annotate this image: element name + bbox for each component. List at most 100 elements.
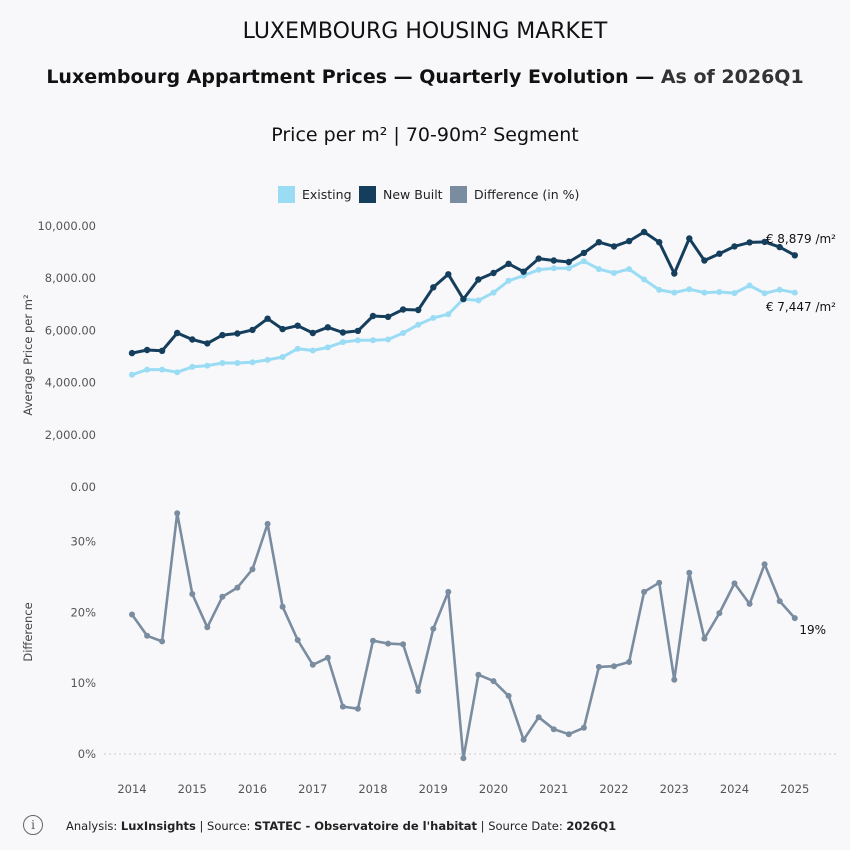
data-point-new-built [716, 250, 723, 257]
chart-title-main: Luxembourg Appartment Prices — Quarterly… [46, 66, 661, 88]
data-point-difference [400, 641, 407, 648]
data-point-new-built [565, 258, 572, 266]
data-point-new-built [234, 330, 241, 337]
legend: Existing New Built Difference (in %) [278, 186, 579, 203]
data-point-new-built [671, 270, 678, 277]
footer-source-prefix: | Source: [195, 819, 255, 833]
chart-subtitle: Price per m² | 70-90m² Segment [271, 124, 578, 146]
data-point-new-built [520, 268, 527, 275]
x-tick-label: 2025 [780, 782, 809, 796]
data-point-difference [234, 584, 241, 591]
data-point-existing [204, 362, 211, 369]
data-point-new-built [761, 238, 768, 246]
bottom-y-axis: 30% 20% 10% 0% [70, 535, 836, 761]
data-point-existing [174, 369, 181, 376]
x-tick-label: 2022 [599, 782, 628, 796]
data-point-difference [641, 588, 648, 595]
data-point-existing [686, 286, 693, 293]
data-point-difference [701, 635, 708, 642]
end-label-new-built: € 8,879 /m² [766, 232, 836, 246]
bottom-y-tick-label: 20% [70, 605, 96, 619]
data-point-difference [520, 736, 527, 743]
data-point-difference [626, 659, 633, 665]
data-point-new-built [475, 276, 482, 283]
series-line-difference [130, 511, 796, 760]
data-point-existing [430, 314, 437, 321]
top-y-tick-label: 2,000.00 [45, 428, 96, 442]
data-point-existing [550, 265, 557, 272]
data-point-difference [445, 588, 452, 595]
data-point-difference [339, 703, 346, 710]
data-point-new-built [324, 324, 331, 331]
footer: i Analysis: LuxInsights | Source: STATEC… [0, 812, 850, 838]
data-point-existing [370, 337, 376, 344]
x-tick-label: 2021 [539, 782, 568, 796]
data-point-new-built [746, 239, 753, 246]
data-point-difference [460, 755, 467, 762]
data-point-new-built [791, 252, 798, 259]
data-point-existing [279, 354, 286, 360]
top-y-tick-label: 0.00 [70, 480, 96, 494]
data-point-existing [505, 277, 512, 284]
data-point-new-built [686, 235, 693, 242]
data-point-existing [249, 359, 256, 366]
chart-title: Luxembourg Appartment Prices — Quarterly… [46, 66, 803, 88]
data-point-difference [746, 600, 753, 607]
data-point-new-built [204, 340, 211, 347]
data-point-existing [324, 344, 331, 351]
chart-title-suffix: As of 2026Q1 [661, 66, 804, 88]
x-tick-label: 2018 [358, 782, 387, 796]
data-point-new-built [158, 347, 166, 354]
data-point-existing [219, 360, 226, 366]
data-point-new-built [505, 260, 512, 267]
x-tick-label: 2020 [479, 782, 508, 796]
data-point-difference [490, 678, 497, 685]
data-point-existing [611, 270, 617, 276]
end-label-difference: 19% [799, 623, 826, 637]
data-point-existing [129, 371, 135, 378]
data-point-difference [189, 591, 196, 597]
data-point-new-built [610, 243, 618, 250]
data-point-new-built [535, 255, 542, 262]
x-tick-label: 2016 [238, 782, 267, 796]
supertitle: LUXEMBOURG HOUSING MARKET [243, 19, 608, 44]
y-axis-label-difference: Difference [21, 602, 35, 661]
info-icon[interactable]: i [23, 815, 43, 835]
data-point-difference [761, 561, 768, 568]
x-axis: 2014 2015 2016 2017 2018 2019 2020 2021 2022 2023… [117, 782, 809, 796]
data-point-new-built [264, 315, 271, 322]
data-point-existing [731, 290, 738, 297]
series-new-built [128, 228, 798, 357]
data-point-new-built [143, 346, 151, 354]
top-y-axis: 10,000.00 8,000.00 6,000.00 4,000.00 2,000.0… [37, 219, 96, 494]
data-point-existing [791, 289, 798, 296]
legend-label-new-built: New Built [383, 187, 443, 202]
data-point-difference [791, 615, 798, 622]
data-point-existing [445, 311, 452, 318]
footer-date-prefix: | Source Date: [477, 819, 567, 833]
data-point-difference [430, 625, 437, 632]
data-point-existing [761, 290, 768, 297]
data-point-existing [595, 266, 602, 273]
data-point-existing [716, 289, 723, 295]
data-point-existing [671, 289, 678, 296]
footer-analyst: LuxInsights [120, 819, 196, 833]
data-point-difference [671, 676, 678, 683]
data-point-difference [595, 663, 602, 670]
series-existing [129, 258, 798, 378]
footer-text: Analysis: LuxInsights | Source: STATEC -… [66, 819, 616, 833]
data-point-existing [339, 339, 346, 346]
data-point-difference [565, 731, 572, 738]
data-point-existing [234, 360, 241, 366]
data-point-new-built [384, 313, 392, 320]
data-point-difference [550, 726, 557, 733]
data-point-new-built [369, 312, 377, 320]
data-point-new-built [595, 239, 603, 246]
top-y-tick-label: 4,000.00 [45, 376, 96, 390]
series-difference [129, 510, 798, 762]
data-point-difference [370, 637, 376, 644]
data-point-new-built [249, 326, 256, 334]
data-point-difference [731, 580, 738, 587]
data-point-existing [189, 363, 196, 370]
data-point-new-built [625, 237, 633, 245]
